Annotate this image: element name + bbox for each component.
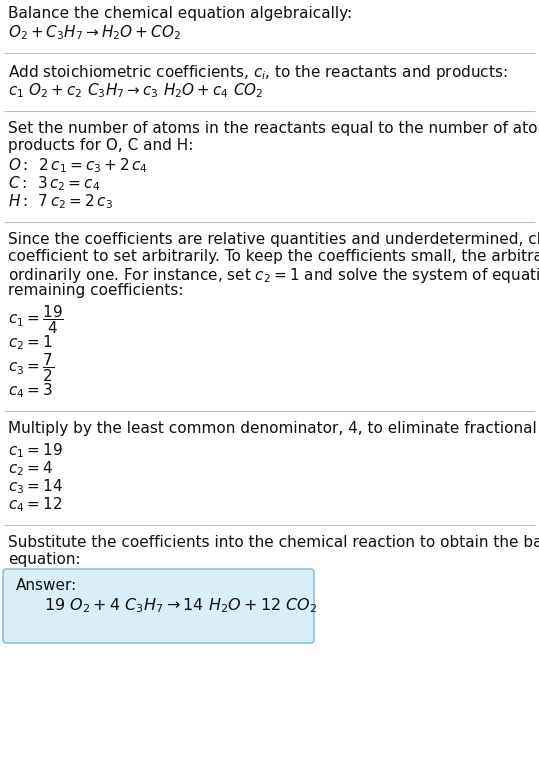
Text: $c_3 = 14$: $c_3 = 14$ — [8, 477, 63, 496]
Text: $c_3 = \dfrac{7}{2}$: $c_3 = \dfrac{7}{2}$ — [8, 351, 54, 384]
Text: $c_1\ O_2 + c_2\ C_3H_7 \rightarrow c_3\ H_2O + c_4\ CO_2$: $c_1\ O_2 + c_2\ C_3H_7 \rightarrow c_3\… — [8, 81, 264, 100]
Text: $19\ O_2 + 4\ C_3H_7 \rightarrow 14\ H_2O + 12\ CO_2$: $19\ O_2 + 4\ C_3H_7 \rightarrow 14\ H_2… — [44, 596, 317, 615]
Text: $H:\enspace 7\,c_2 = 2\,c_3$: $H:\enspace 7\,c_2 = 2\,c_3$ — [8, 192, 113, 211]
FancyBboxPatch shape — [3, 569, 314, 643]
Text: $O_2 + C_3H_7 \rightarrow H_2O + CO_2$: $O_2 + C_3H_7 \rightarrow H_2O + CO_2$ — [8, 23, 181, 42]
Text: equation:: equation: — [8, 552, 81, 567]
Text: coefficient to set arbitrarily. To keep the coefficients small, the arbitrary va: coefficient to set arbitrarily. To keep … — [8, 249, 539, 264]
Text: remaining coefficients:: remaining coefficients: — [8, 283, 183, 298]
Text: Multiply by the least common denominator, 4, to eliminate fractional coefficient: Multiply by the least common denominator… — [8, 421, 539, 436]
Text: Answer:: Answer: — [16, 578, 77, 593]
Text: Substitute the coefficients into the chemical reaction to obtain the balanced: Substitute the coefficients into the che… — [8, 535, 539, 550]
Text: Since the coefficients are relative quantities and underdetermined, choose a: Since the coefficients are relative quan… — [8, 232, 539, 247]
Text: $c_1 = \dfrac{19}{4}$: $c_1 = \dfrac{19}{4}$ — [8, 303, 64, 336]
Text: $c_2 = 4$: $c_2 = 4$ — [8, 459, 53, 478]
Text: products for O, C and H:: products for O, C and H: — [8, 138, 194, 153]
Text: Balance the chemical equation algebraically:: Balance the chemical equation algebraica… — [8, 6, 352, 21]
Text: $C:\enspace 3\,c_2 = c_4$: $C:\enspace 3\,c_2 = c_4$ — [8, 174, 100, 193]
Text: Set the number of atoms in the reactants equal to the number of atoms in the: Set the number of atoms in the reactants… — [8, 121, 539, 136]
Text: $c_4 = 12$: $c_4 = 12$ — [8, 495, 62, 514]
Text: ordinarily one. For instance, set $c_2 = 1$ and solve the system of equations fo: ordinarily one. For instance, set $c_2 =… — [8, 266, 539, 285]
Text: Add stoichiometric coefficients, $c_i$, to the reactants and products:: Add stoichiometric coefficients, $c_i$, … — [8, 63, 508, 82]
Text: $c_1 = 19$: $c_1 = 19$ — [8, 441, 63, 459]
Text: $O:\enspace 2\,c_1 = c_3 + 2\,c_4$: $O:\enspace 2\,c_1 = c_3 + 2\,c_4$ — [8, 156, 148, 174]
Text: $c_2 = 1$: $c_2 = 1$ — [8, 333, 53, 352]
Text: $c_4 = 3$: $c_4 = 3$ — [8, 381, 53, 400]
